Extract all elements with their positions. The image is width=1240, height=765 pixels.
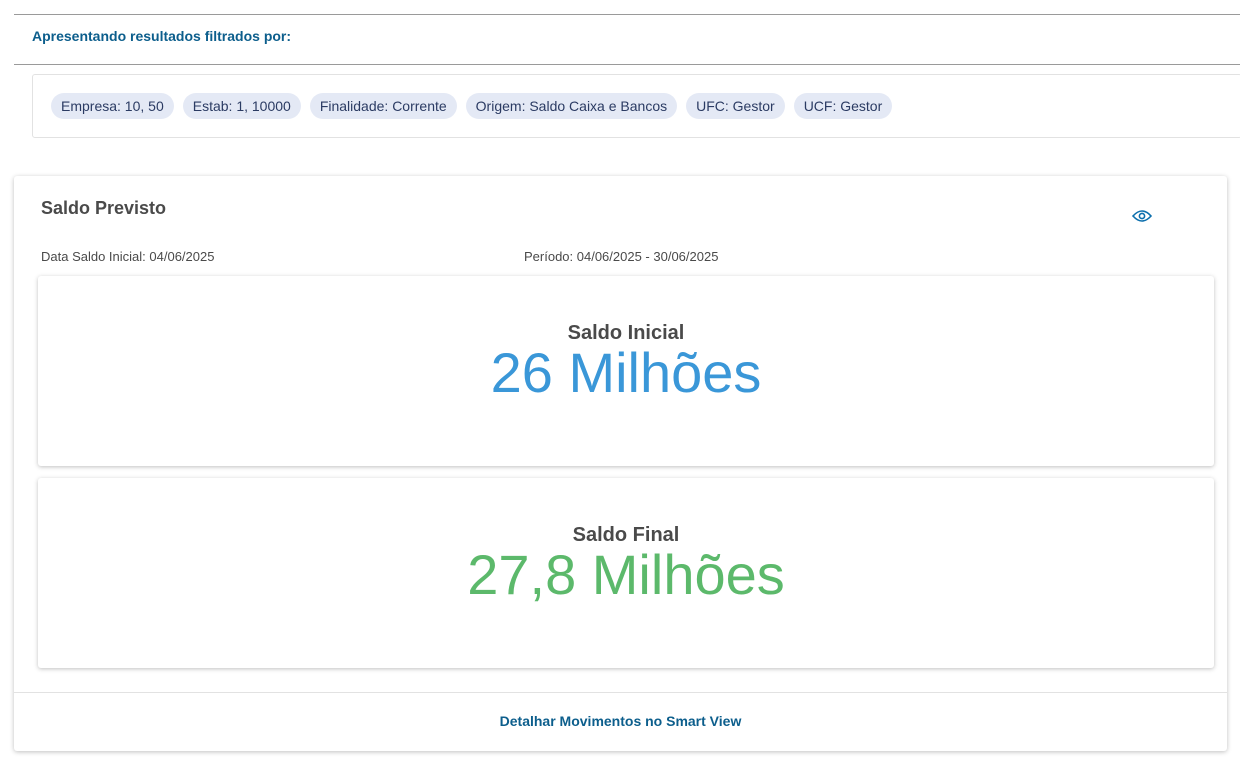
filter-chips: Empresa: 10, 50 Estab: 1, 10000 Finalida… [32, 74, 1240, 138]
filter-title: Apresentando resultados filtrados por: [32, 28, 292, 44]
kpi-value: 27,8 Milhões [467, 543, 785, 606]
eye-icon[interactable] [1131, 209, 1153, 228]
divider [14, 64, 1240, 65]
saldo-previsto-card: Saldo Previsto Data Saldo Inicial: 04/06… [14, 176, 1227, 751]
filter-chip[interactable]: Empresa: 10, 50 [51, 93, 174, 119]
data-saldo-inicial: Data Saldo Inicial: 04/06/2025 [41, 249, 215, 264]
kpi-value: 26 Milhões [490, 341, 762, 404]
divider [14, 692, 1227, 693]
saldo-inicial-kpi: Saldo Inicial 26 Milhões [38, 276, 1214, 466]
filter-chip[interactable]: Estab: 1, 10000 [182, 93, 301, 119]
filter-chip[interactable]: UCF: Gestor [793, 93, 893, 119]
periodo: Período: 04/06/2025 - 30/06/2025 [524, 249, 719, 264]
card-title: Saldo Previsto [41, 198, 167, 218]
kpi-label: Saldo Final [572, 524, 680, 546]
smart-view-link[interactable]: Detalhar Movimentos no Smart View [499, 713, 742, 729]
filter-chip[interactable]: Finalidade: Corrente [309, 93, 457, 119]
kpi-label: Saldo Inicial [567, 322, 685, 344]
filter-chip[interactable]: UFC: Gestor [686, 93, 785, 119]
saldo-final-kpi: Saldo Final 27,8 Milhões [38, 478, 1214, 668]
divider [14, 14, 1240, 15]
filter-chip[interactable]: Origem: Saldo Caixa e Bancos [465, 93, 678, 119]
